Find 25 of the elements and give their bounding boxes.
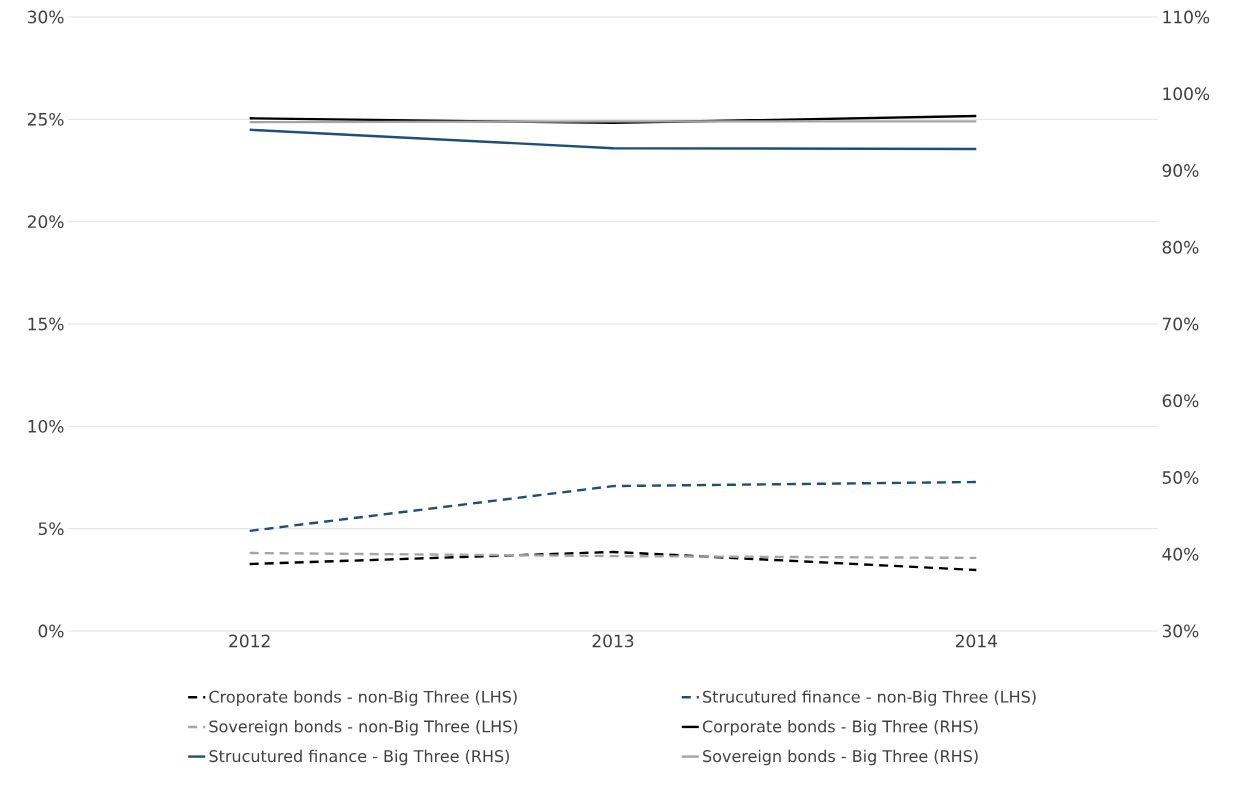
y2-tick-label: 70% bbox=[1162, 317, 1199, 331]
y2-tick-label: 110% bbox=[1163, 10, 1210, 24]
y2-tick-label: 80% bbox=[1162, 240, 1199, 254]
legend-label: Strucutured finance - Big Three (RHS) bbox=[209, 749, 510, 766]
y-tick-label: 20% bbox=[27, 215, 64, 229]
y2-tick-label: 60% bbox=[1162, 394, 1199, 408]
y-tick-label: 5% bbox=[38, 522, 64, 536]
y-tick-label: 25% bbox=[27, 112, 64, 126]
legend-label: Corporate bonds - Big Three (RHS) bbox=[702, 720, 978, 736]
y-tick-label: 30% bbox=[27, 10, 64, 24]
y2-tick-label: 30% bbox=[1162, 624, 1199, 638]
y-tick-label: 0% bbox=[38, 624, 64, 638]
legend-label: Sovereign bonds - Big Three (RHS) bbox=[703, 749, 978, 766]
y2-tick-label: 90% bbox=[1162, 164, 1199, 177]
legend-label: Sovereign bonds - non-Big Three (LHS) bbox=[209, 720, 518, 736]
x-tick-label: 2014 bbox=[955, 634, 997, 648]
x-tick-label: 2012 bbox=[229, 634, 270, 648]
y2-tick-label: 50% bbox=[1162, 471, 1199, 484]
y-tick-label: 15% bbox=[28, 317, 64, 331]
legend-label: Strucutured finance - non-Big Three (LHS) bbox=[703, 690, 1036, 706]
y-tick-label: 10% bbox=[28, 419, 64, 433]
y2-tick-label: 100% bbox=[1163, 87, 1210, 101]
x-tick-label: 2013 bbox=[592, 634, 634, 648]
legend-label: Croporate bonds - non-Big Three (LHS) bbox=[209, 690, 517, 706]
y2-tick-label: 40% bbox=[1162, 547, 1199, 561]
